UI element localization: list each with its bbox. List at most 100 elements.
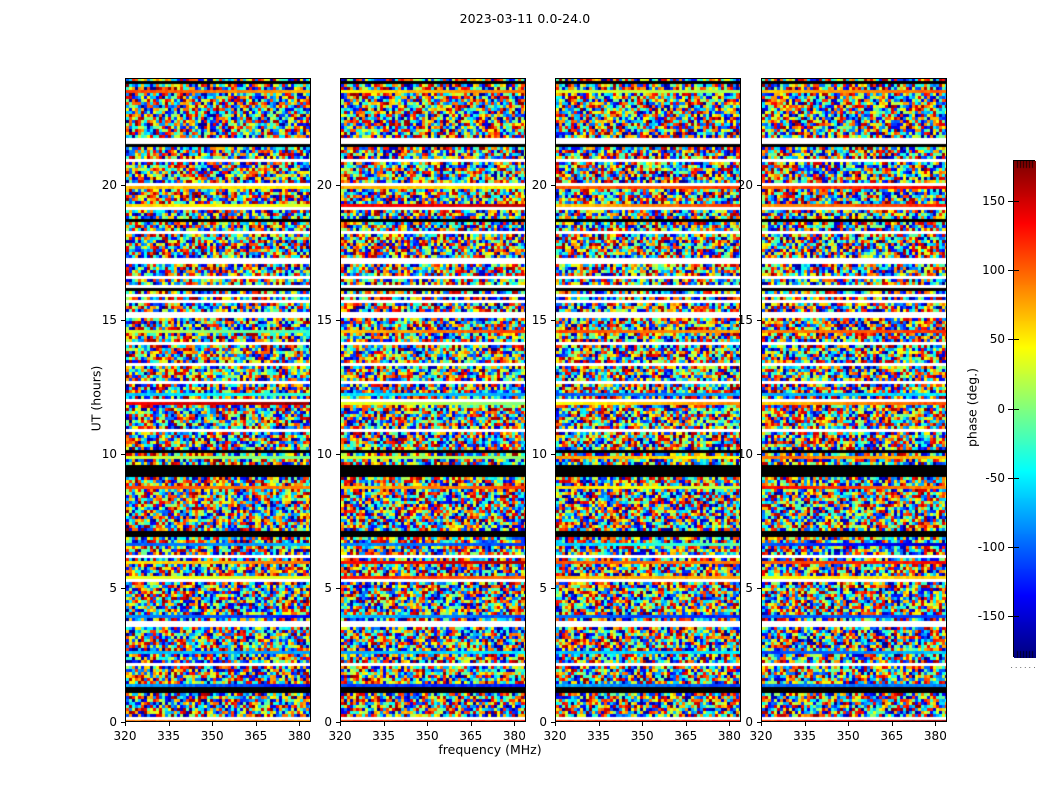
colorbar-tick-mark-outer	[1008, 477, 1013, 479]
x-tick-mark	[729, 722, 731, 726]
x-tick-label: 350	[630, 729, 654, 743]
y-tick-mark	[336, 453, 340, 455]
y-tick-mark	[121, 722, 125, 723]
x-tick-label: 335	[587, 729, 611, 743]
y-tick-label: 15	[316, 312, 332, 327]
x-tick-mark	[804, 722, 806, 726]
waterfall-panel-xx: XX, V0*V17=EA17*EA21	[125, 78, 311, 722]
x-tick-label: 350	[200, 729, 224, 743]
y-axis-label: UT (hours)	[88, 365, 104, 432]
waterfall-panel-yy: YY, V0*V17=EA17*EA21	[340, 78, 526, 722]
x-tick-mark	[470, 722, 472, 726]
y-tick-label: 5	[324, 580, 332, 595]
waterfall-panel-xy: XY, V0*V17=EA17*EA21	[555, 78, 741, 722]
x-tick-label: 335	[157, 729, 181, 743]
x-tick-mark	[935, 722, 937, 726]
y-tick-label: 15	[101, 312, 117, 327]
x-tick-mark	[383, 722, 385, 726]
y-tick-label: 0	[539, 715, 547, 729]
y-tick-label: 5	[539, 580, 547, 595]
colorbar-gradient	[1013, 160, 1036, 658]
y-tick-label: 10	[531, 446, 547, 461]
colorbar-tick-mark-outer	[1008, 270, 1013, 272]
x-tick-label: 380	[502, 729, 526, 743]
x-tick-label: 335	[372, 729, 396, 743]
x-tick-mark	[848, 722, 850, 726]
y-tick-label: 15	[737, 312, 753, 327]
colorbar-tick-mark-outer	[1008, 339, 1013, 341]
x-tick-mark	[598, 722, 600, 726]
y-tick-label: 10	[737, 446, 753, 461]
y-tick-label: 0	[324, 715, 332, 729]
y-tick-label: 0	[745, 715, 753, 729]
x-tick-mark	[299, 722, 301, 726]
y-tick-mark	[121, 587, 125, 589]
x-tick-label: 335	[793, 729, 817, 743]
x-tick-mark	[340, 722, 341, 726]
y-tick-label: 20	[531, 178, 547, 193]
x-tick-label: 380	[717, 729, 741, 743]
panel-image-yy	[341, 79, 525, 721]
y-tick-mark	[551, 319, 555, 321]
x-tick-label: 380	[923, 729, 947, 743]
y-tick-label: 20	[101, 178, 117, 193]
y-tick-mark	[551, 185, 555, 187]
colorbar-tick-mark-outer	[1008, 615, 1013, 617]
x-tick-label: 350	[415, 729, 439, 743]
y-tick-mark	[757, 319, 761, 321]
colorbar-tick-label: -150	[977, 608, 1005, 623]
x-tick-mark	[212, 722, 214, 726]
colorbar-tick-mark	[1014, 477, 1019, 479]
x-tick-mark	[255, 722, 257, 726]
colorbar-tick-mark	[1014, 201, 1019, 203]
x-tick-label: 380	[287, 729, 311, 743]
x-tick-mark	[761, 722, 762, 726]
colorbar-tick-mark-outer	[1008, 201, 1013, 203]
colorbar-tick-mark-outer	[1008, 408, 1013, 410]
x-tick-label: 320	[749, 729, 773, 743]
y-tick-label: 20	[316, 178, 332, 193]
figure-suptitle: 2023-03-11 0.0-24.0	[459, 11, 591, 26]
y-tick-mark	[551, 453, 555, 455]
x-tick-mark	[514, 722, 516, 726]
y-tick-mark	[757, 453, 761, 455]
x-tick-label: 350	[836, 729, 860, 743]
colorbar-tick-label: -100	[977, 539, 1005, 554]
x-tick-label: 365	[459, 729, 483, 743]
y-tick-label: 10	[101, 446, 117, 461]
x-tick-label: 365	[674, 729, 698, 743]
colorbar-tick-mark	[1014, 339, 1019, 341]
x-tick-mark	[685, 722, 687, 726]
colorbar-tick-mark	[1014, 270, 1019, 272]
x-tick-label: 365	[244, 729, 268, 743]
y-tick-mark	[757, 587, 761, 589]
x-tick-mark	[427, 722, 429, 726]
colorbar-canvas	[1014, 161, 1036, 658]
y-tick-mark	[336, 722, 340, 723]
y-tick-label: 20	[737, 178, 753, 193]
x-tick-label: 320	[328, 729, 352, 743]
x-tick-mark	[891, 722, 893, 726]
colorbar-container	[1013, 160, 1036, 658]
colorbar-tick-label: 100	[982, 263, 1005, 278]
colorbar-extend-dots: ......	[1010, 661, 1038, 670]
y-tick-mark	[336, 587, 340, 589]
y-tick-mark	[757, 185, 761, 187]
x-tick-mark	[168, 722, 170, 726]
y-tick-mark	[336, 319, 340, 321]
x-axis-label: frequency (MHz)	[438, 742, 542, 757]
y-tick-mark	[121, 185, 125, 187]
colorbar-tick-label: -50	[985, 470, 1005, 485]
panel-image-yx	[762, 79, 946, 721]
y-tick-mark	[121, 453, 125, 455]
y-tick-mark	[551, 722, 555, 723]
x-tick-mark	[125, 722, 126, 726]
y-tick-mark	[121, 319, 125, 321]
colorbar-tick-label: 50	[989, 332, 1005, 347]
colorbar-tick-label: 150	[982, 194, 1005, 209]
x-tick-mark	[555, 722, 556, 726]
x-tick-label: 320	[543, 729, 567, 743]
colorbar-tick-mark-outer	[1008, 546, 1013, 548]
y-tick-label: 0	[109, 715, 117, 729]
